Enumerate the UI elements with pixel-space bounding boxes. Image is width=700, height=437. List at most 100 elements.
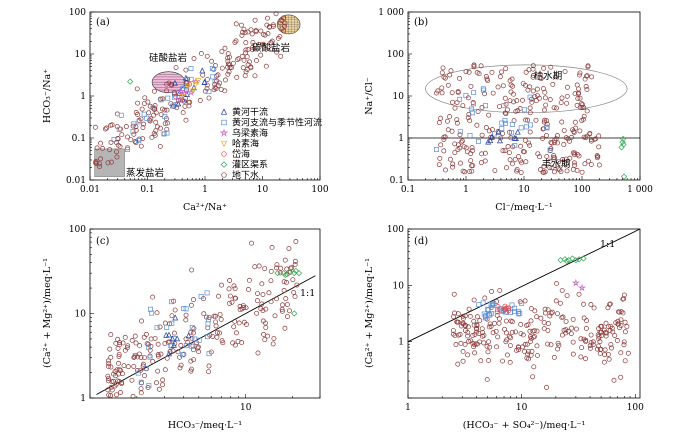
point: [272, 313, 278, 319]
point: [588, 332, 594, 338]
point: [555, 166, 561, 172]
point: [225, 58, 231, 64]
point: [542, 89, 548, 95]
point: [263, 63, 269, 69]
point: [457, 132, 463, 138]
point: [213, 86, 219, 91]
point: [569, 325, 575, 331]
point: [455, 361, 461, 367]
point: [114, 111, 120, 117]
panel-b-label: (b): [414, 17, 428, 28]
point: [468, 83, 474, 89]
point: [107, 346, 113, 352]
point: [205, 325, 211, 331]
y-tick-label: 1: [80, 92, 86, 102]
point: [218, 316, 224, 322]
point: [450, 99, 455, 105]
point: [471, 297, 477, 303]
point: [195, 78, 202, 85]
point: [219, 282, 224, 288]
point: [151, 107, 157, 112]
point: [136, 138, 142, 144]
point: [239, 340, 245, 345]
point: [469, 148, 475, 154]
point: [150, 359, 156, 364]
panel-d: 1 10 100 1 10 100 (d) (HCO₃⁻ + SO₄²⁻)/meq·L⁻¹…: [364, 225, 644, 431]
point: [587, 343, 593, 348]
point: [247, 59, 252, 65]
point: [559, 95, 565, 101]
point: [596, 326, 602, 332]
point: [153, 119, 159, 125]
point: [523, 124, 529, 130]
panel-c: 10 1 10 100 (c) HCO₃⁻/meq·L⁻¹ (Ca²⁺ + Mg²⁺)…: [42, 225, 321, 431]
point: [270, 23, 276, 29]
point: [188, 302, 194, 308]
point: [133, 340, 139, 346]
point: [544, 384, 549, 390]
point: [494, 312, 500, 318]
point: [544, 124, 550, 130]
point: [497, 104, 502, 109]
point: [183, 312, 189, 318]
y-tick-label: 0.1: [390, 176, 404, 186]
x-tick-label: 10: [257, 185, 269, 195]
point: [471, 318, 477, 324]
point: [165, 95, 171, 101]
point: [580, 255, 587, 262]
point: [150, 294, 156, 300]
point: [503, 318, 509, 324]
point: [274, 265, 279, 271]
point: [522, 137, 528, 143]
point: [607, 302, 613, 307]
point: [171, 330, 177, 336]
point: [524, 322, 530, 328]
point: [527, 105, 533, 111]
point: [129, 337, 135, 343]
point: [265, 15, 270, 21]
point: [248, 65, 254, 71]
point: [134, 367, 140, 373]
point: [469, 163, 475, 169]
point: [589, 74, 595, 80]
legend-entry-3: 哈素海: [232, 138, 259, 150]
point: [187, 99, 193, 105]
point: [451, 314, 456, 320]
point: [581, 134, 587, 140]
point: [191, 357, 197, 363]
point: [541, 65, 547, 71]
point: [183, 343, 189, 349]
point: [152, 335, 158, 341]
point: [520, 97, 525, 103]
point: [130, 129, 136, 134]
point: [519, 300, 524, 306]
point: [265, 31, 271, 37]
point: [164, 130, 170, 136]
point: [543, 102, 549, 108]
point: [268, 40, 274, 46]
point: [206, 89, 212, 95]
point: [467, 133, 473, 138]
point: [144, 115, 150, 121]
point: [150, 105, 156, 111]
point: [507, 334, 512, 340]
point: [181, 306, 187, 311]
point: [259, 281, 265, 287]
point: [576, 72, 582, 78]
point: [521, 107, 527, 113]
point: [458, 340, 464, 346]
point: [553, 136, 559, 142]
point: [603, 320, 609, 326]
point: [157, 324, 163, 330]
point: [576, 90, 581, 96]
point: [222, 45, 228, 51]
point: [204, 53, 210, 59]
point: [274, 270, 281, 277]
point: [548, 139, 554, 145]
x-tick-label: 10: [518, 185, 530, 195]
point: [615, 321, 621, 327]
point: [213, 323, 219, 329]
point: [255, 291, 260, 296]
point: [471, 344, 477, 350]
point: [544, 125, 550, 131]
